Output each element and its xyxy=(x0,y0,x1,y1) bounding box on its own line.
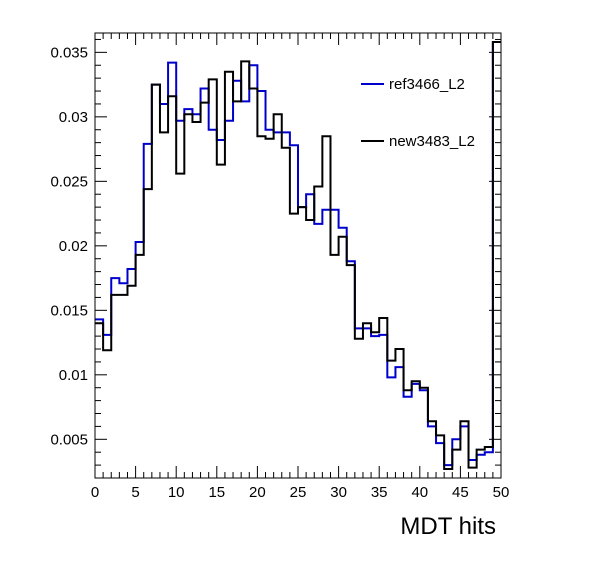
y-tick-label: 0.01 xyxy=(59,367,88,384)
y-tick-label: 0.025 xyxy=(50,173,88,190)
x-tick-label: 45 xyxy=(452,484,469,501)
y-tick-label: 0.015 xyxy=(50,302,88,319)
legend-label-new3483-l2: new3483_L2 xyxy=(389,133,475,150)
x-axis-title: MDT hits xyxy=(400,513,496,540)
y-tick-label: 0.03 xyxy=(59,109,88,126)
x-tick-label: 40 xyxy=(411,484,428,501)
legend: ref3466_L2 new3483_L2 xyxy=(361,76,475,150)
x-tick-label: 30 xyxy=(330,484,347,501)
x-tick-label: 0 xyxy=(91,484,99,501)
x-tick-label: 15 xyxy=(208,484,225,501)
x-tick-label: 10 xyxy=(168,484,185,501)
series-line-new3483-l2 xyxy=(95,41,501,470)
series-layer xyxy=(95,41,501,470)
axis-layer: 0 5 10 15 20 25 30 35 40 45 50 0.005 0.01 0.015 0.02 0.… xyxy=(50,33,509,501)
x-tick-label: 20 xyxy=(249,484,266,501)
y-tick-label: 0.02 xyxy=(59,238,88,255)
x-tick-label: 35 xyxy=(371,484,388,501)
y-tick-label: 0.005 xyxy=(50,431,88,448)
x-tick-label: 25 xyxy=(290,484,307,501)
legend-label-ref3466-l2: ref3466_L2 xyxy=(389,76,465,93)
y-tick-label: 0.035 xyxy=(50,44,88,61)
x-tick-label: 5 xyxy=(131,484,139,501)
x-tick-label: 50 xyxy=(493,484,510,501)
